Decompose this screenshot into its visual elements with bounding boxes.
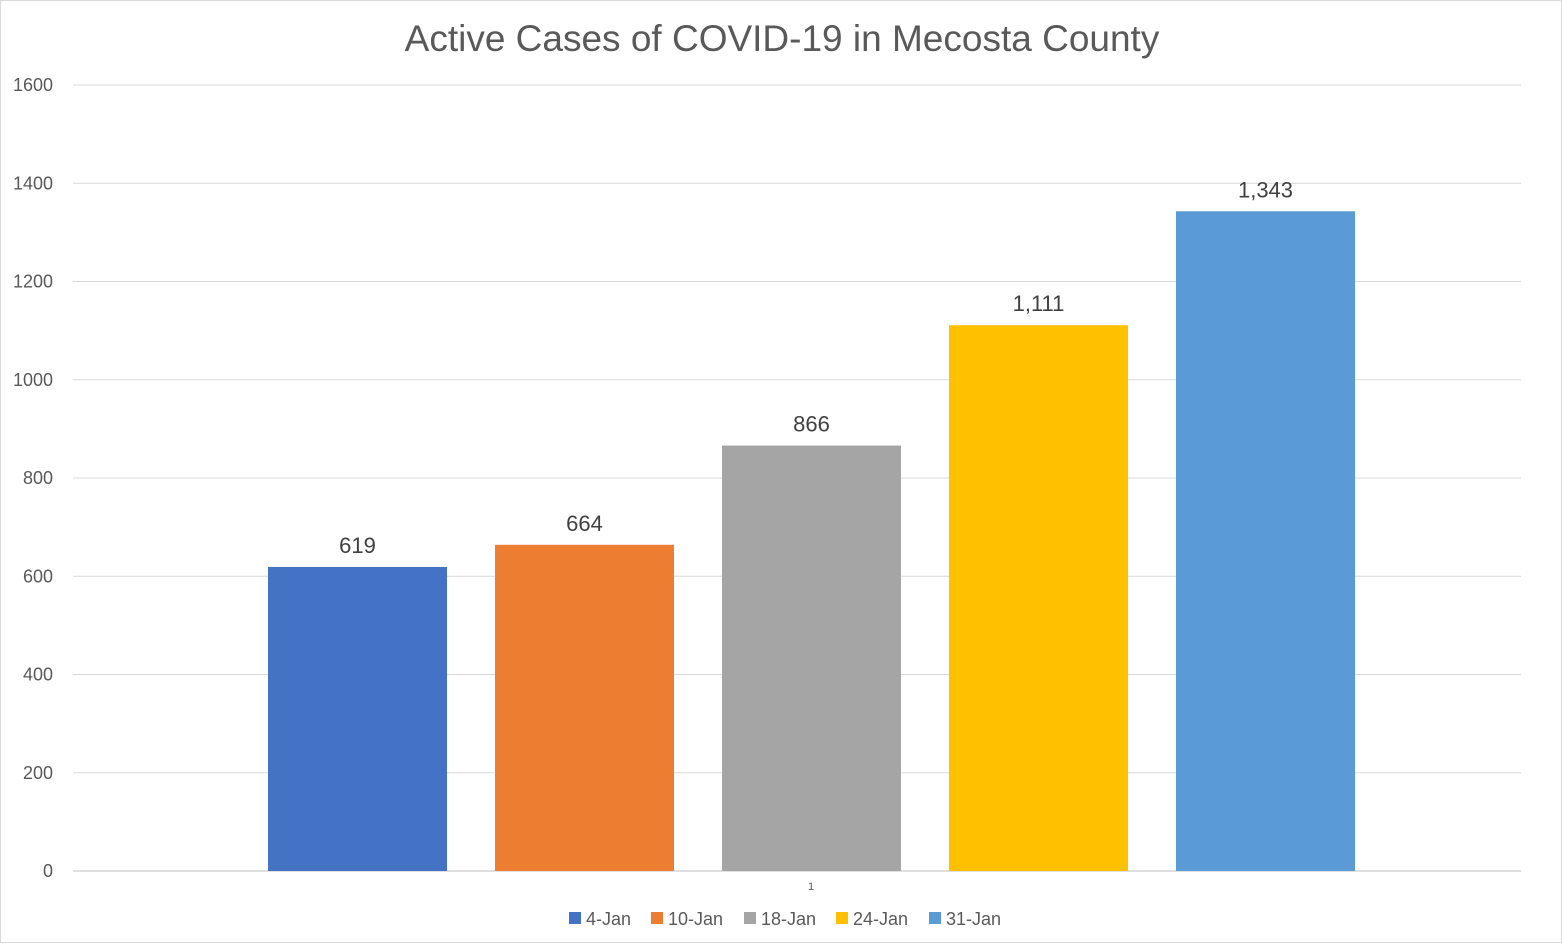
bar-10-Jan	[495, 544, 674, 871]
bar-24-Jan	[949, 325, 1128, 871]
legend-swatch	[651, 912, 663, 924]
legend-label: 10-Jan	[668, 909, 723, 929]
data-label: 1,343	[1238, 177, 1293, 202]
x-tick-label: 1	[808, 881, 814, 893]
y-tick-label: 1000	[13, 370, 53, 390]
bar-18-Jan	[722, 445, 901, 871]
y-tick-label: 1400	[13, 173, 53, 193]
y-tick-label: 800	[23, 468, 53, 488]
y-tick-label: 600	[23, 566, 53, 586]
y-tick-label: 200	[23, 763, 53, 783]
y-tick-label: 400	[23, 665, 53, 685]
data-label: 619	[339, 533, 376, 558]
bar-31-Jan	[1176, 211, 1355, 872]
legend-label: 4-Jan	[586, 909, 631, 929]
legend-label: 18-Jan	[761, 909, 816, 929]
data-label: 1,111	[1013, 291, 1065, 316]
legend-swatch	[569, 912, 581, 924]
y-tick-label: 0	[43, 861, 53, 881]
legend-swatch	[929, 912, 941, 924]
legend-label: 31-Jan	[946, 909, 1001, 929]
legend-swatch	[836, 912, 848, 924]
legend-label: 24-Jan	[853, 909, 908, 929]
data-label: 866	[793, 412, 830, 437]
bar-4-Jan	[268, 566, 447, 871]
data-label: 664	[566, 511, 603, 536]
y-tick-label: 1600	[13, 75, 53, 95]
y-tick-label: 1200	[13, 272, 53, 292]
chart-title: Active Cases of COVID-19 in Mecosta Coun…	[405, 18, 1160, 59]
legend-swatch	[744, 912, 756, 924]
